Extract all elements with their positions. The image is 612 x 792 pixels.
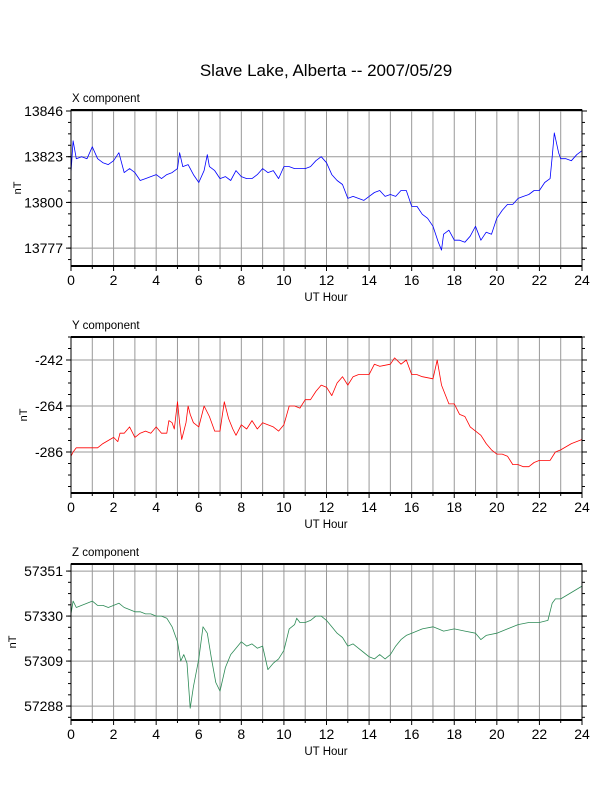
y-tick-label: 13777 [24, 240, 63, 256]
x-tick-label: 12 [319, 499, 335, 515]
x-tick-label: 4 [152, 499, 160, 515]
x-tick-label: 4 [152, 726, 160, 742]
panel-z-component: Z component nT UT Hour 57351 57330 57309 57… [7, 547, 590, 758]
series-line [70, 585, 583, 709]
y-tick-label: 13846 [24, 103, 63, 119]
x-tick-label: 10 [276, 499, 292, 515]
x-axis-label: UT Hour [304, 519, 347, 531]
x-axis-label: UT Hour [304, 292, 347, 304]
x-tick-label: 6 [195, 499, 203, 515]
x-tick-label: 12 [319, 272, 335, 288]
y-tick-label: 13823 [24, 149, 63, 165]
x-tick-label: 18 [446, 499, 462, 515]
y-tick-label: 57309 [24, 653, 63, 669]
x-tick-label: 18 [446, 272, 462, 288]
x-tick-label: 4 [152, 272, 160, 288]
x-tick-label: 6 [195, 272, 203, 288]
y-tick-label: 57351 [24, 563, 63, 579]
x-tick-label: 10 [276, 726, 292, 742]
x-tick-label: 14 [361, 499, 377, 515]
y-axis-label: nT [18, 408, 30, 421]
x-axis-label: UT Hour [304, 746, 347, 758]
chart-title: Slave Lake, Alberta -- 2007/05/29 [200, 61, 452, 80]
y-tick-label: -264 [35, 398, 63, 414]
x-tick-label: 22 [532, 726, 548, 742]
y-tick-label: -242 [35, 352, 63, 368]
x-tick-label: 24 [574, 499, 590, 515]
x-tick-label: 22 [532, 272, 548, 288]
x-tick-label: 2 [110, 499, 118, 515]
x-tick-label: 20 [489, 272, 505, 288]
x-tick-label: 18 [446, 726, 462, 742]
x-tick-label: 2 [110, 272, 118, 288]
panel-x-component: X component nT UT Hour 13846 13823 13800 13… [12, 93, 590, 304]
x-tick-label: 14 [361, 726, 377, 742]
y-tick-label: 57288 [24, 698, 63, 714]
x-tick-label: 20 [489, 499, 505, 515]
x-tick-label: 8 [237, 726, 245, 742]
x-tick-label: 0 [67, 499, 75, 515]
x-tick-label: 24 [574, 272, 590, 288]
y-axis-label: nT [7, 635, 19, 648]
x-tick-label: 8 [237, 499, 245, 515]
x-tick-label: 22 [532, 499, 548, 515]
panel-title: Z component [72, 547, 140, 559]
x-tick-label: 8 [237, 272, 245, 288]
x-tick-label: 16 [404, 272, 420, 288]
panel-title: X component [72, 93, 141, 105]
x-tick-label: 20 [489, 726, 505, 742]
series-line [70, 132, 583, 251]
x-tick-label: 0 [67, 272, 75, 288]
x-tick-label: 14 [361, 272, 377, 288]
x-tick-label: 2 [110, 726, 118, 742]
series-line [70, 357, 583, 468]
y-tick-label: 13800 [24, 194, 63, 210]
y-tick-label: -286 [35, 444, 63, 460]
y-tick-label: 57330 [24, 608, 63, 624]
y-axis-label: nT [12, 181, 24, 194]
x-tick-label: 10 [276, 272, 292, 288]
x-tick-label: 16 [404, 499, 420, 515]
x-tick-label: 0 [67, 726, 75, 742]
x-tick-label: 24 [574, 726, 590, 742]
x-tick-label: 6 [195, 726, 203, 742]
x-tick-label: 16 [404, 726, 420, 742]
panel-title: Y component [72, 320, 140, 332]
x-tick-label: 12 [319, 726, 335, 742]
